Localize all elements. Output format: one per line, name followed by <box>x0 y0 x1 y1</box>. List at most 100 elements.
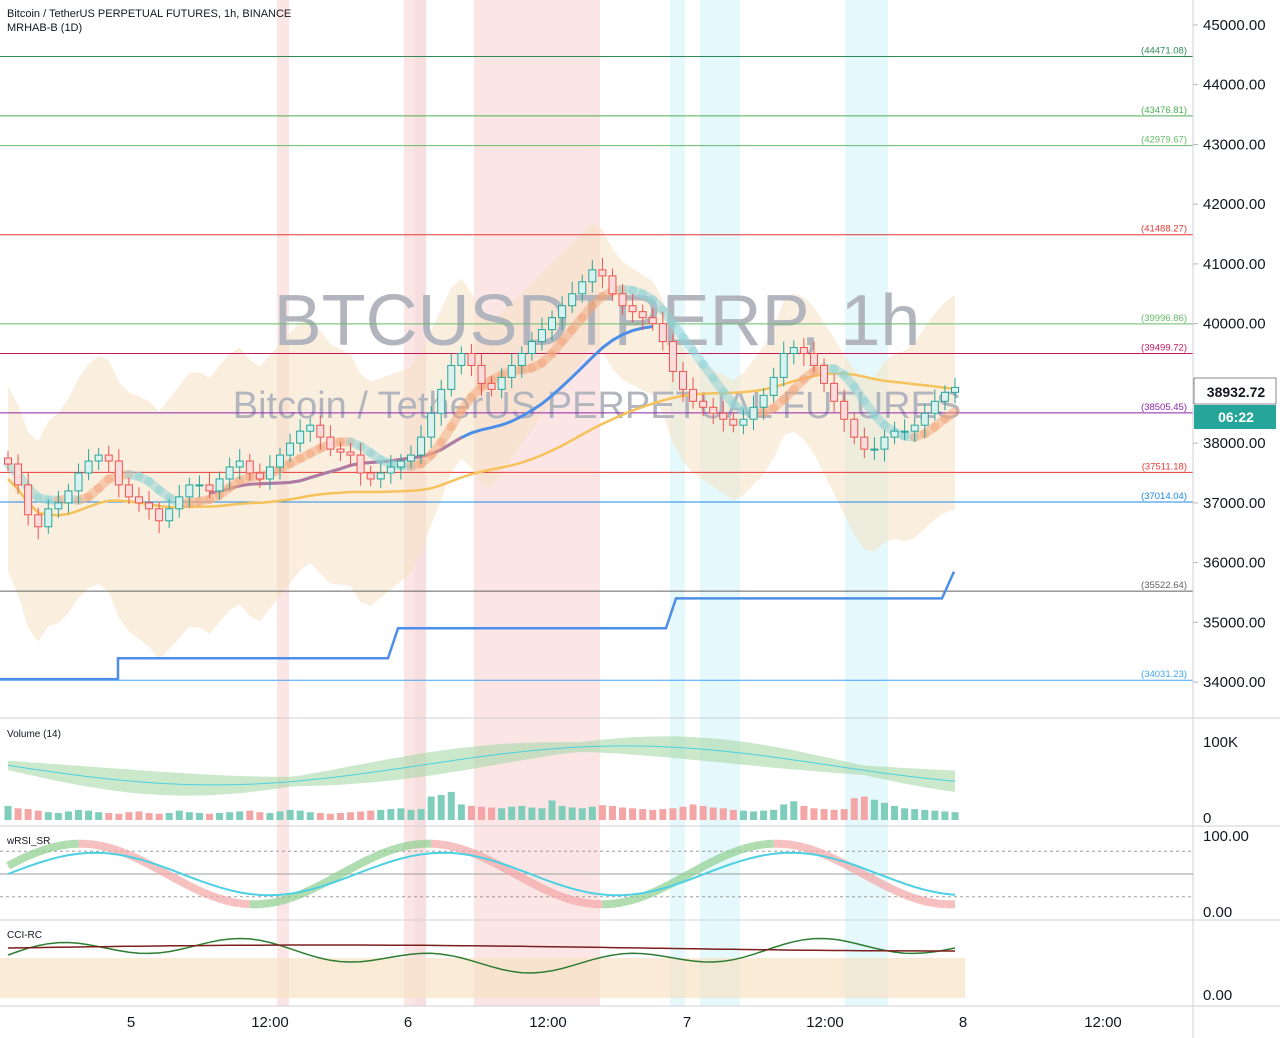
candle-body <box>951 386 959 393</box>
volume-bar <box>155 813 163 820</box>
volume-bar <box>488 807 496 820</box>
volume-bar <box>417 809 425 820</box>
rsi-ribbon <box>631 892 644 904</box>
rsi-ribbon <box>812 846 826 858</box>
volume-bar <box>921 809 929 820</box>
rsi-ribbon <box>288 890 302 902</box>
wrsi-pane-label: wRSI_SR <box>6 836 50 847</box>
cci-axis-label: 0.00 <box>1203 987 1232 1004</box>
volume-bar <box>588 806 596 820</box>
candle-body <box>850 418 859 438</box>
rsi-ribbon <box>68 839 79 849</box>
rsi-ribbon <box>681 868 695 881</box>
rsi-ribbon <box>602 899 613 909</box>
candle-body <box>34 514 43 528</box>
volume-bar <box>75 809 83 820</box>
candle-body <box>296 430 305 444</box>
last-price-tag: 38932.72 <box>1207 384 1266 400</box>
candle-body <box>306 424 315 432</box>
candle-body <box>699 400 708 408</box>
volume-bar <box>790 801 798 820</box>
candle-body <box>648 317 657 325</box>
rsi-ribbon <box>892 886 907 899</box>
candle-body <box>487 382 496 390</box>
volume-bar <box>407 809 415 820</box>
candle-body <box>537 329 546 343</box>
volume-bar <box>326 813 334 820</box>
candle-body <box>286 442 295 456</box>
volume-cloud <box>8 736 955 796</box>
y-tick-label: 36000.00 <box>1203 555 1266 572</box>
rsi-ribbon <box>934 899 946 909</box>
rsi-ribbon <box>641 888 655 901</box>
candle-body <box>326 436 335 450</box>
candle-body <box>779 353 788 378</box>
rsi-ribbon <box>157 866 172 879</box>
volume-bar <box>115 813 123 820</box>
volume-bar <box>689 804 697 820</box>
candle-body <box>235 460 244 468</box>
price-axis[interactable]: 45000.00 44000.00 43000.00 42000.00 41000.00… <box>1193 17 1266 691</box>
volume-bar <box>739 810 747 820</box>
volume-bar <box>34 810 42 820</box>
y-tick-label: 43000.00 <box>1203 136 1266 153</box>
volume-bar <box>729 809 737 820</box>
y-tick-label: 44000.00 <box>1203 77 1266 94</box>
volume-bar <box>840 809 848 820</box>
trailing-stop <box>0 571 956 681</box>
volume-bar <box>397 808 405 820</box>
rsi-ribbon <box>691 862 706 876</box>
countdown-tag-bg <box>1194 405 1276 429</box>
volume-bar <box>246 810 254 820</box>
volume-bar <box>266 812 274 820</box>
rsi-ribbon <box>499 863 514 876</box>
volume-bar <box>608 805 616 820</box>
candle-body <box>396 460 405 468</box>
rsi-ribbon <box>187 882 202 895</box>
candle-body <box>578 281 587 295</box>
rsi-ribbon <box>228 897 241 908</box>
candle-body <box>507 364 516 378</box>
volume-bar <box>750 811 758 820</box>
rsi-axis-label: 100.00 <box>1203 828 1249 845</box>
rsi-ribbon <box>460 845 473 857</box>
volume-bar <box>669 808 677 820</box>
rsi-ribbon <box>430 839 442 849</box>
rsi-ribbon <box>711 852 726 865</box>
x-tick-label: 8 <box>959 1014 967 1031</box>
rsi-ribbon <box>842 860 857 873</box>
candle-body <box>64 490 73 504</box>
volume-axis-label: 100K <box>1203 734 1238 751</box>
candle-body <box>789 347 798 355</box>
rsi-ribbon <box>440 840 452 851</box>
candle-body <box>346 451 355 456</box>
volume-bar <box>135 811 143 820</box>
volume-bar <box>205 813 213 820</box>
level-label: (44471.08) <box>1141 46 1187 57</box>
volume-bar <box>54 812 62 820</box>
volume-bar <box>629 808 637 820</box>
candle-body <box>316 424 325 438</box>
candle-body <box>134 496 143 504</box>
rsi-ribbon <box>560 892 574 904</box>
candle-body <box>658 323 667 343</box>
rsi-ribbon <box>671 873 685 887</box>
volume-bar <box>24 809 32 820</box>
candle-body <box>94 454 103 462</box>
rsi-ribbon <box>872 876 887 889</box>
time-axis[interactable]: 5 12:00 6 12:00 7 12:00 8 12:00 <box>127 1014 1122 1031</box>
rsi-ribbon <box>88 840 100 850</box>
volume-bar <box>568 807 576 820</box>
volume-bar <box>578 808 586 820</box>
volume-bar <box>538 808 546 820</box>
rsi-ribbon <box>358 854 373 868</box>
rsi-ribbon <box>509 868 524 882</box>
candle-body <box>769 376 778 396</box>
candle-body <box>406 454 415 462</box>
candle-body <box>678 370 687 390</box>
rsi-ribbon <box>752 840 765 851</box>
y-tick-label: 40000.00 <box>1203 316 1266 333</box>
volume-bar <box>860 796 868 820</box>
rsi-ribbon <box>177 877 192 890</box>
